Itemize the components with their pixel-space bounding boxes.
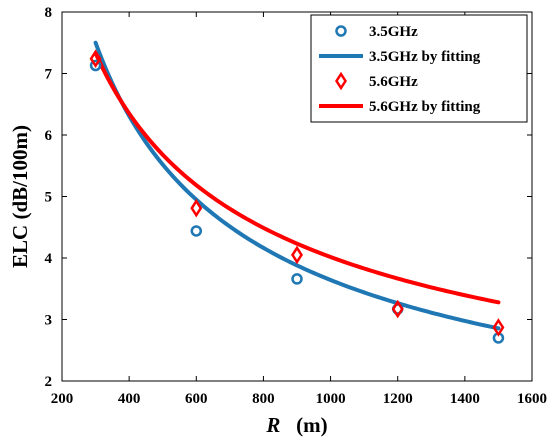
data-point-circle: [89, 59, 102, 72]
data-point-circle: [291, 273, 303, 285]
y-tick-label: 2: [45, 374, 53, 390]
y-tick-label: 3: [45, 313, 53, 329]
data-point-diamond: [492, 318, 505, 337]
x-tick-label: 600: [185, 391, 208, 407]
x-tick-label: 200: [51, 391, 74, 407]
y-axis-label: ELC (dB/100m): [8, 125, 32, 268]
legend-label: 3.5GHz by fitting: [369, 49, 481, 65]
x-tick-label: 1600: [517, 391, 547, 407]
data-point-diamond: [391, 299, 404, 319]
x-tick-label: 800: [252, 391, 275, 407]
legend-marker-diamond: [335, 71, 347, 91]
y-tick-label: 8: [45, 5, 53, 21]
x-tick-label: 400: [118, 391, 141, 407]
fit-line-1: [93, 40, 501, 331]
x-tick-label: 1000: [316, 391, 346, 407]
legend: 3.5GHz 3.5GHz by fitting 5.6GHz 5.6GHz by f…: [310, 14, 528, 123]
data-point-diamond: [89, 49, 102, 69]
x-tick-label: 1200: [383, 391, 413, 407]
x-axis-unit: (m): [296, 413, 327, 437]
data-point-diamond: [190, 198, 203, 218]
y-tick-label: 5: [45, 190, 53, 206]
legend-label: 5.6GHz: [369, 74, 418, 90]
y-tick-label: 7: [45, 67, 53, 83]
axes-layer: 200 400 600 800 1000 1200 1400 1600 2 3 4 5 6 7 8: [45, 5, 548, 407]
legend-marker-circle: [335, 25, 347, 37]
data-point-circle: [190, 225, 203, 237]
legend-label: 5.6GHz by fitting: [369, 99, 481, 115]
x-axis-spacer: [286, 413, 291, 437]
legend-label: 3.5GHz: [369, 24, 418, 40]
y-tick-label: 4: [45, 251, 53, 267]
x-tick-label: 1400: [450, 391, 480, 407]
data-point-diamond: [291, 245, 303, 265]
fit-line-2: [93, 51, 501, 305]
plot-layer: [89, 40, 505, 344]
x-axis-variable: R: [265, 413, 280, 437]
x-axis-label: R (m): [265, 413, 327, 437]
y-tick-label: 6: [45, 128, 53, 144]
